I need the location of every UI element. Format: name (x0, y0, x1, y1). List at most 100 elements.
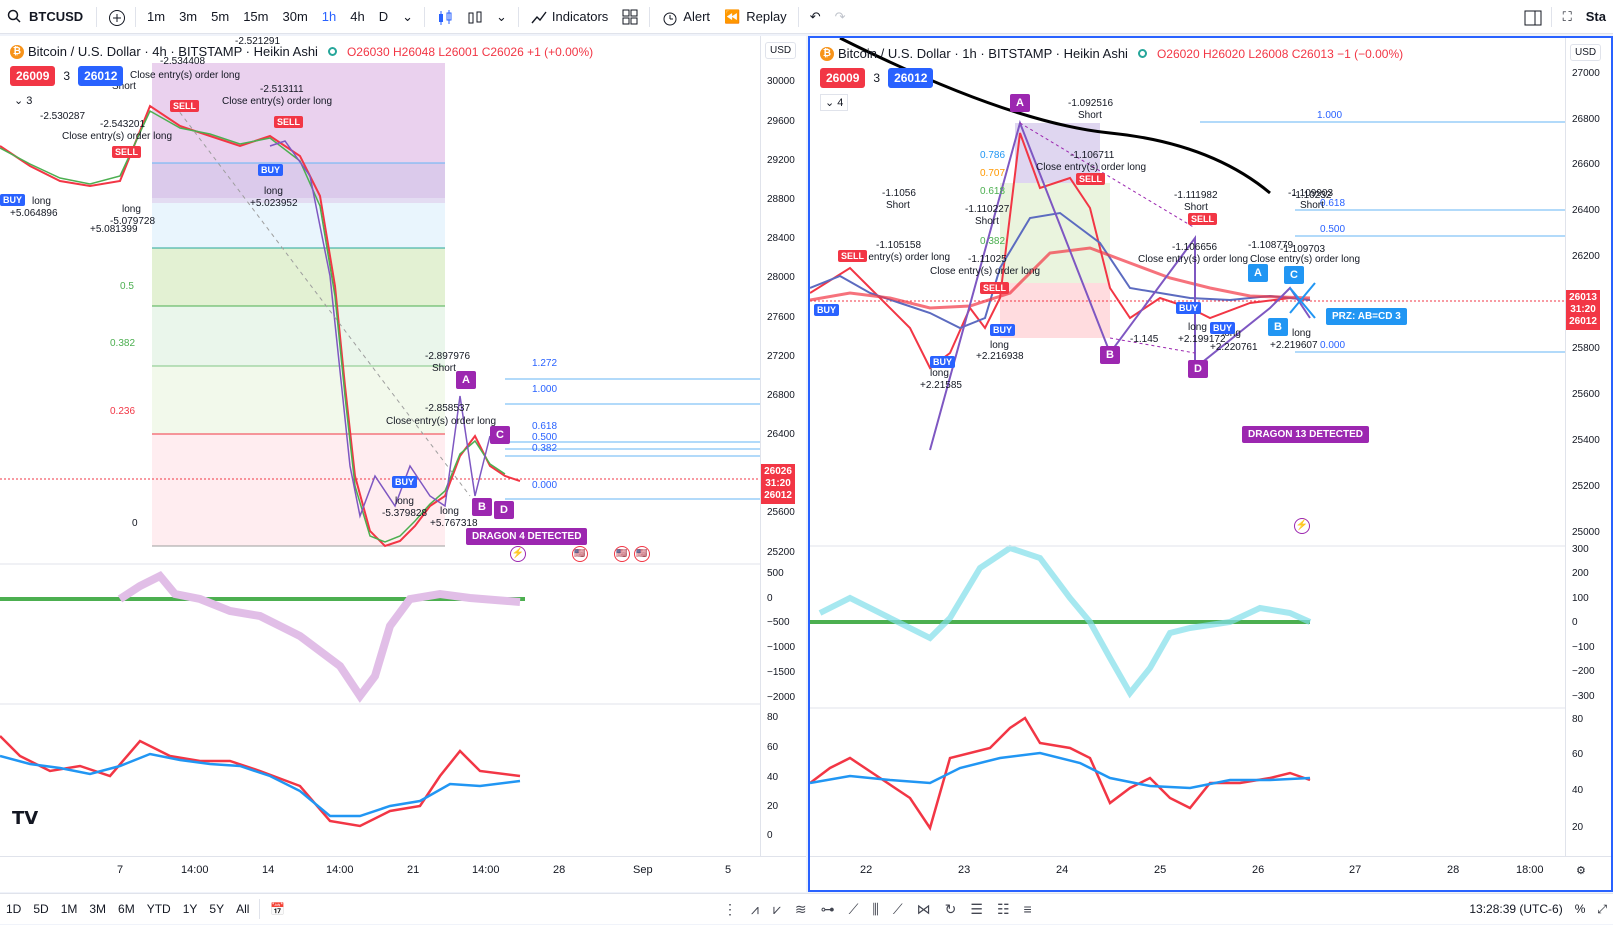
sell-signal[interactable]: SELL (1188, 213, 1218, 225)
range-all[interactable]: All (236, 902, 250, 916)
replay-button[interactable]: ⏪ Replay (717, 0, 794, 34)
right-sell-price[interactable]: 26009 (820, 68, 866, 88)
fullscreen-button[interactable]: ⛶ (1556, 0, 1579, 34)
left-sell-price[interactable]: 26009 (10, 66, 56, 86)
gann-tool-icon[interactable]: ☷ (996, 900, 1010, 917)
pattern-tool-icon[interactable]: ⩘ (751, 900, 759, 917)
interval-3m[interactable]: 3m (179, 9, 198, 24)
currency-selector[interactable]: USD (765, 42, 797, 59)
trade-annotation: long (930, 368, 949, 379)
buy-signal[interactable]: BUY (258, 164, 284, 176)
right-chart-canvas[interactable] (810, 38, 1565, 856)
save-status[interactable]: Sta (1585, 9, 1606, 24)
pattern-point-a: A (456, 371, 476, 389)
sell-signal[interactable]: SELL (112, 146, 142, 158)
range-1m[interactable]: 1M (60, 902, 78, 916)
line-tool-icon[interactable]: ⊶ (820, 900, 835, 917)
trade-annotation: -1.092516 (1068, 98, 1114, 109)
redo-button[interactable]: ↷ (828, 0, 853, 34)
ray-tool-icon[interactable]: ⟋ (892, 900, 903, 917)
left-price-axis[interactable]: USD 30000 29600 29200 28800 28400 28000 … (760, 36, 806, 856)
right-chart-pane[interactable]: ₿ Bitcoin / U.S. Dollar · 1h · BITSTAMP … (808, 36, 1613, 892)
split-view-icon (1524, 9, 1542, 25)
buy-signal[interactable]: BUY (1210, 322, 1236, 334)
us-flag-event-icon[interactable]: 🇺🇸 (572, 546, 588, 562)
buy-signal[interactable]: BUY (814, 304, 840, 316)
pattern-point-c: C (490, 426, 510, 444)
fib-ext-tool-icon[interactable]: ≡ (1023, 901, 1032, 917)
left-chart-pane[interactable]: ₿ Bitcoin / U.S. Dollar · 4h · BITSTAMP … (0, 36, 806, 892)
lightning-icon[interactable]: ⚡ (1294, 518, 1310, 534)
interval-30m[interactable]: 30m (282, 9, 308, 24)
alert-button[interactable]: Alert (654, 0, 717, 34)
interval-d[interactable]: D (378, 9, 389, 24)
clock[interactable]: 13:28:39 (UTC-6) (1469, 902, 1563, 916)
layout-toggle-button[interactable] (1517, 0, 1547, 34)
settings-gear-icon[interactable]: ⚙ (1576, 865, 1586, 877)
trade-annotation: -2.543201 (100, 119, 146, 130)
us-flag-event-icon[interactable]: 🇺🇸 (614, 546, 630, 562)
bars-tool-icon[interactable]: ⫼ (872, 900, 879, 917)
range-6m[interactable]: 6M (118, 902, 135, 916)
buy-signal[interactable]: BUY (0, 194, 26, 206)
left-time-axis[interactable]: 7 14:00 14 14:00 21 14:00 28 Sep 5 (0, 856, 806, 884)
buy-signal[interactable]: BUY (1176, 302, 1202, 314)
interval-5m[interactable]: 5m (211, 9, 230, 24)
range-3m[interactable]: 3M (89, 902, 107, 916)
go-to-date-button[interactable]: 📅 (264, 894, 291, 925)
symbol-search[interactable]: BTCUSD (0, 0, 92, 34)
pattern-point-b: B (472, 498, 492, 516)
market-open-icon (1137, 49, 1147, 58)
range-ytd[interactable]: YTD (146, 902, 171, 916)
lightning-icon[interactable]: ⚡ (510, 546, 526, 562)
xabcd-tool-icon[interactable]: ⋈ (916, 900, 931, 917)
left-buy-price[interactable]: 26012 (78, 66, 124, 86)
channel-tool-icon[interactable]: ☰ (970, 900, 983, 917)
sell-signal[interactable]: SELL (274, 116, 304, 128)
indicators-button[interactable]: Indicators (523, 0, 615, 34)
left-chart-legend[interactable]: ₿ Bitcoin / U.S. Dollar · 4h · BITSTAMP … (10, 44, 593, 59)
left-indicator-toggle[interactable]: ⌄ 3 (14, 95, 33, 107)
fib-right-label: 0.000 (1320, 340, 1346, 351)
currency-selector[interactable]: USD (1570, 44, 1602, 61)
undo-button[interactable]: ↶ (803, 0, 828, 34)
percent-scale-button[interactable]: % (1574, 902, 1586, 916)
range-5y[interactable]: 5Y (209, 902, 225, 916)
sell-signal[interactable]: SELL (838, 250, 868, 262)
range-1y[interactable]: 1Y (182, 902, 198, 916)
layout-button[interactable] (615, 0, 645, 34)
time-tick: Sep (633, 864, 653, 876)
range-5d[interactable]: 5D (33, 902, 49, 916)
right-buy-price[interactable]: 26012 (888, 68, 934, 88)
buy-signal[interactable]: BUY (990, 324, 1016, 336)
chart-type-dropdown[interactable]: ⌄ (489, 0, 514, 34)
abc-tool-icon[interactable]: ⩗ (772, 900, 781, 917)
spiral-tool-icon[interactable]: ↻ (944, 900, 957, 917)
compare-button[interactable] (101, 0, 131, 34)
sell-signal[interactable]: SELL (980, 282, 1010, 294)
right-price-axis[interactable]: USD 27000 26800 26600 26400 26200 26000 … (1565, 38, 1611, 858)
tradingview-logo[interactable]: TV (12, 808, 39, 829)
maximize-button[interactable]: ⤢ (1591, 894, 1613, 925)
range-1d[interactable]: 1D (6, 902, 22, 916)
right-time-axis[interactable]: 22 23 24 25 26 27 28 18:00 ⚙ (810, 856, 1611, 884)
right-chart-legend[interactable]: ₿ Bitcoin / U.S. Dollar · 1h · BITSTAMP … (820, 46, 1403, 61)
trade-annotation: -5.079728 (110, 216, 156, 227)
sell-signal[interactable]: SELL (170, 100, 200, 112)
buy-signal[interactable]: BUY (392, 476, 418, 488)
drag-handle-icon[interactable]: ⋮ (723, 900, 738, 917)
us-flag-event-icon[interactable]: 🇺🇸 (634, 546, 650, 562)
sell-signal[interactable]: SELL (1076, 173, 1106, 185)
buy-signal[interactable]: BUY (930, 356, 956, 368)
right-indicator-toggle[interactable]: ⌄ 4 (820, 94, 849, 111)
interval-dropdown[interactable]: ⌄ (395, 0, 420, 34)
interval-4h[interactable]: 4h (350, 9, 365, 24)
fib-tool-icon[interactable]: ≋ (794, 900, 807, 917)
bars-style-button[interactable] (459, 0, 489, 34)
interval-1m[interactable]: 1m (147, 9, 166, 24)
left-chart-canvas[interactable] (0, 36, 760, 856)
interval-1h[interactable]: 1h (321, 9, 337, 24)
interval-15m[interactable]: 15m (243, 9, 269, 24)
trend-tool-icon[interactable]: ⟋ (848, 900, 859, 917)
chart-type-button[interactable] (429, 0, 459, 34)
